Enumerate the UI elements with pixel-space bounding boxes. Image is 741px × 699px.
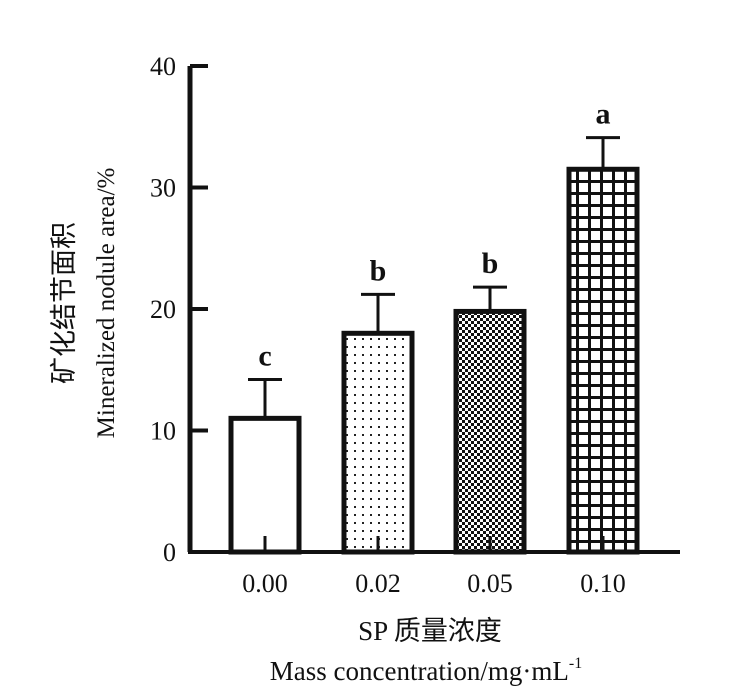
x-tick-labels: 0.00 0.02 0.05 0.10 xyxy=(242,569,626,598)
x-tick-label: 0.05 xyxy=(467,569,513,598)
bars: c b b a xyxy=(228,98,640,555)
x-tick-label: 0.02 xyxy=(355,569,401,598)
y-tick-label: 10 xyxy=(150,417,176,446)
significance-letter: b xyxy=(370,254,387,287)
x-tick-label: 0.10 xyxy=(580,569,626,598)
y-axis-title: Mineralized nodule area/% xyxy=(93,168,120,439)
significance-letter: a xyxy=(596,98,611,131)
y-axis-title-cn: 矿化结节面积 xyxy=(49,222,79,384)
x-axis-label-en-sup: -1 xyxy=(569,655,582,672)
y-axis-label-cn: 矿化结节面积 xyxy=(49,222,79,384)
y-tick-label: 30 xyxy=(150,174,176,203)
y-tick-label: 40 xyxy=(150,52,176,81)
significance-letter: c xyxy=(258,339,271,372)
significance-letter: b xyxy=(482,247,499,280)
y-tick-label: 0 xyxy=(163,538,176,567)
y-tick-label: 20 xyxy=(150,295,176,324)
x-axis-label-cn: SP 质量浓度 xyxy=(358,616,502,646)
x-axis-label-en-main: Mass concentration/mg·mL xyxy=(270,656,569,686)
bar xyxy=(228,415,302,555)
y-axis-label-en: Mineralized nodule area/% xyxy=(93,168,120,439)
x-tick-label: 0.00 xyxy=(242,569,288,598)
y-ticks: 0 10 20 30 40 xyxy=(150,52,208,567)
bar xyxy=(341,330,415,555)
bar xyxy=(453,308,527,555)
bar xyxy=(566,166,640,555)
x-axis-label-en: Mass concentration/mg·mL-1 xyxy=(270,655,583,686)
